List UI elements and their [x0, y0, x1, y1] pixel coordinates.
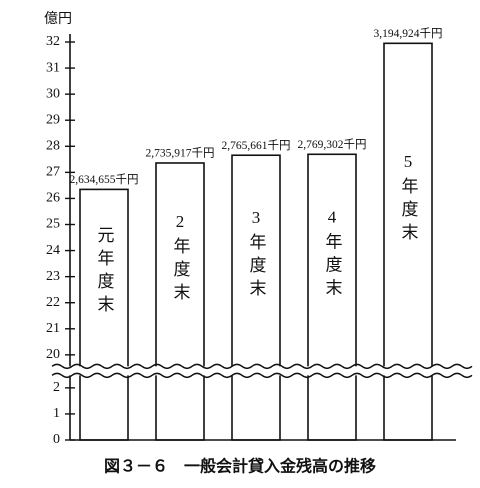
y-tick-label: 23 — [46, 269, 60, 284]
y-tick-label: 0 — [53, 432, 60, 447]
category-label: 4年度末 — [323, 208, 343, 302]
y-tick-label: 31 — [46, 60, 60, 75]
category-label: 3年度末 — [247, 208, 267, 302]
y-tick-label: 22 — [46, 295, 60, 310]
bar — [155, 162, 205, 441]
bar — [231, 154, 281, 441]
value-label: 2,769,302千円 — [298, 138, 367, 151]
break-band — [52, 366, 472, 376]
value-label: 2,765,661千円 — [222, 139, 291, 152]
category-label: 2年度末 — [171, 212, 191, 306]
break-line — [51, 363, 473, 370]
break-line — [51, 372, 473, 379]
y-tick-label: 26 — [46, 191, 60, 206]
category-label: 5年度末 — [399, 152, 419, 246]
y-tick-label: 21 — [46, 321, 60, 336]
value-label: 2,634,655千円 — [70, 173, 139, 186]
y-tick-label: 27 — [46, 165, 60, 180]
bar — [79, 188, 129, 441]
y-tick-label: 25 — [46, 217, 60, 232]
y-tick-label: 28 — [46, 139, 60, 154]
y-tick-label: 20 — [46, 347, 60, 362]
y-tick-label: 29 — [46, 112, 60, 127]
y-tick-label: 24 — [46, 243, 60, 258]
category-label: 元年度末 — [95, 226, 115, 318]
value-label: 2,735,917千円 — [146, 147, 215, 160]
chart-title: 図３－６ 一般会計貸入金残高の推移 — [104, 457, 376, 476]
value-label: 3,194,924千円 — [374, 27, 443, 40]
y-unit: 億円 — [44, 11, 72, 27]
y-tick-label: 1 — [53, 406, 60, 421]
bar — [307, 153, 357, 441]
y-tick-label: 2 — [53, 380, 60, 395]
y-tick-label: 32 — [46, 34, 60, 49]
y-tick-label: 30 — [46, 86, 60, 101]
